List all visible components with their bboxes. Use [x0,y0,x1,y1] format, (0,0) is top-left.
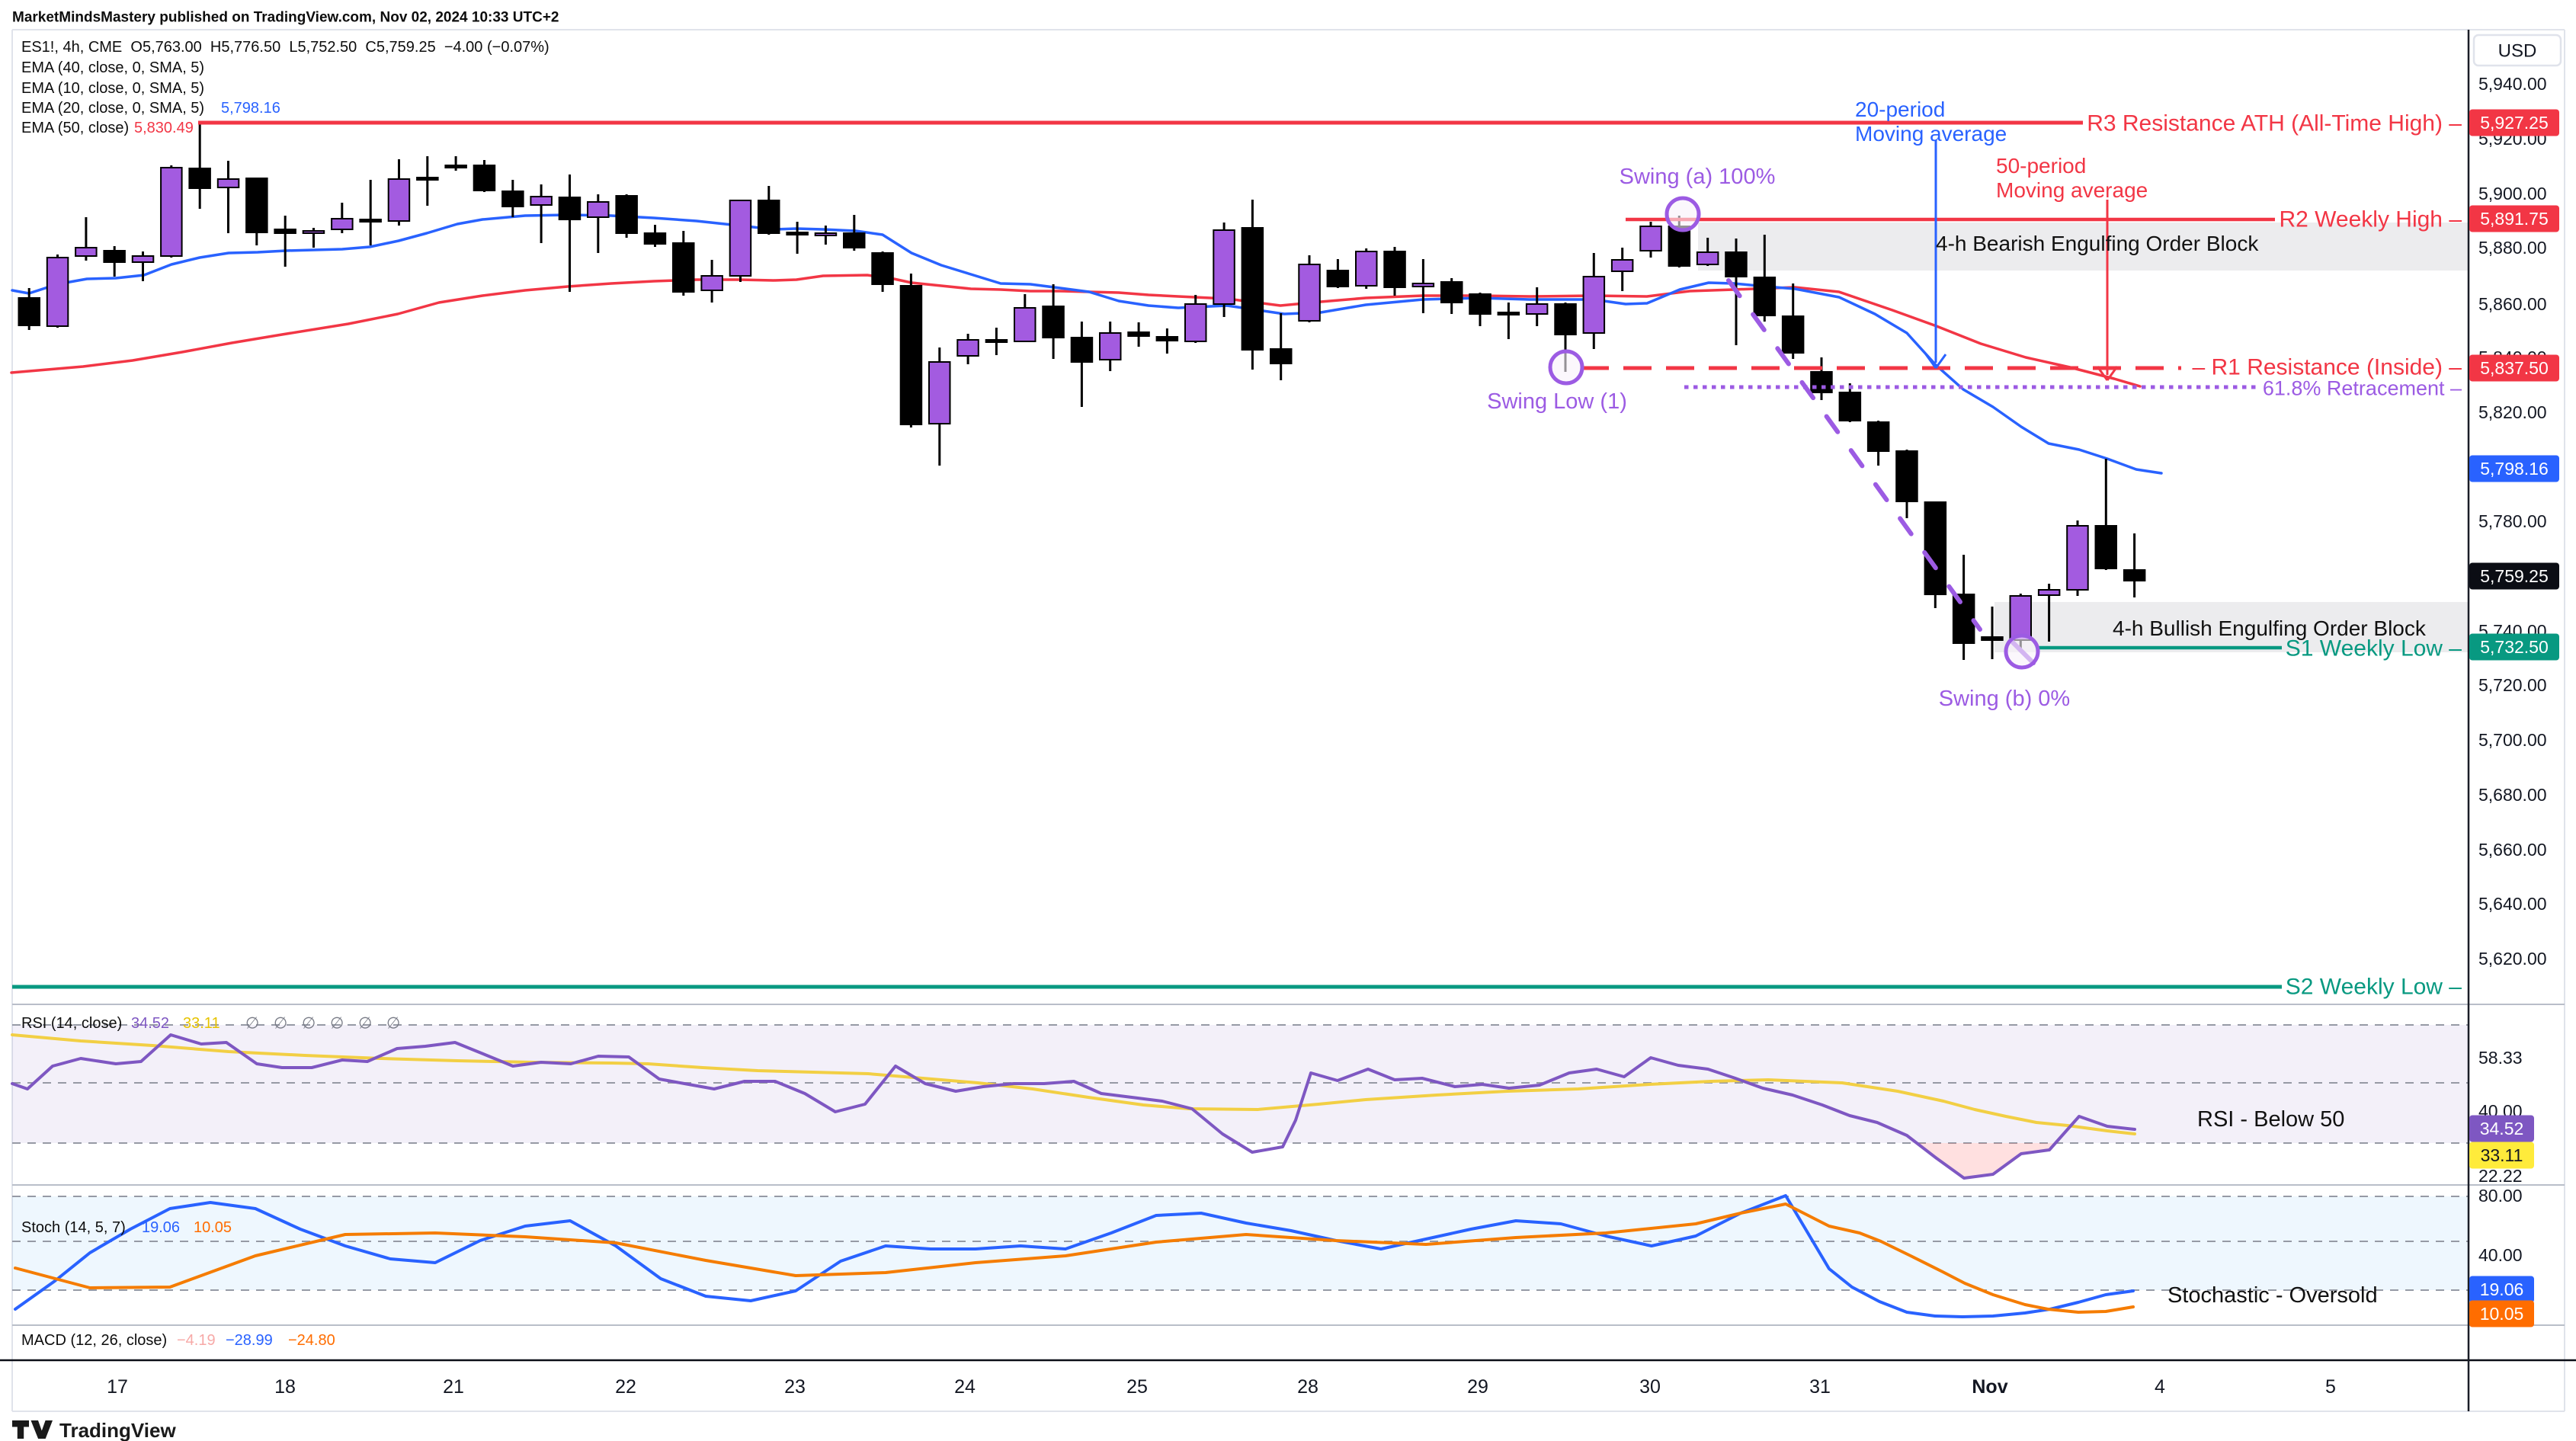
svg-text:5,660.00: 5,660.00 [2478,840,2547,860]
svg-text:5,620.00: 5,620.00 [2478,949,2547,969]
svg-text:MarketMindsMastery published o: MarketMindsMastery published on TradingV… [12,10,559,26]
svg-text:58.33: 58.33 [2478,1048,2523,1068]
svg-text:34.52: 34.52 [2480,1119,2524,1138]
svg-text:5,732.50: 5,732.50 [2480,637,2549,657]
svg-text:19.06: 19.06 [2480,1279,2524,1299]
svg-text:5,820.00: 5,820.00 [2478,402,2547,422]
svg-text:Swing (a) 100%: Swing (a) 100% [1620,165,1776,189]
svg-text:19.06: 19.06 [142,1219,180,1236]
svg-text:Moving average: Moving average [1996,178,2148,202]
svg-text:33.11: 33.11 [2481,1145,2523,1165]
svg-text:4-h Bearish Engulfing Order Bl: 4-h Bearish Engulfing Order Block [1936,232,2259,255]
svg-text:S1 Weekly Low –: S1 Weekly Low – [2286,636,2462,661]
svg-text:30: 30 [1639,1376,1661,1398]
svg-text:Nov: Nov [1972,1376,2007,1398]
svg-text:5,720.00: 5,720.00 [2478,675,2547,695]
svg-text:Stoch (14, 5, 7): Stoch (14, 5, 7) [21,1219,126,1236]
svg-text:5,880.00: 5,880.00 [2478,238,2547,258]
svg-text:61.8% Retracement –: 61.8% Retracement – [2263,377,2462,400]
svg-text:80.00: 80.00 [2478,1186,2523,1206]
svg-text:33.11: 33.11 [183,1015,220,1032]
svg-text:5,837.50: 5,837.50 [2480,358,2549,378]
svg-text:R3 Resistance ATH (All-Time Hi: R3 Resistance ATH (All-Time High) – [2087,111,2462,136]
svg-text:40.00: 40.00 [2478,1245,2523,1265]
svg-text:Stochastic - Oversold: Stochastic - Oversold [2167,1283,2378,1308]
svg-text:∅: ∅ [386,1014,400,1032]
svg-text:28: 28 [1297,1376,1318,1398]
svg-text:5,759.25: 5,759.25 [2480,566,2549,586]
svg-text:RSI (14, close): RSI (14, close) [21,1015,122,1032]
svg-text:34.52: 34.52 [131,1015,169,1032]
svg-text:25: 25 [1126,1376,1148,1398]
svg-text:−24.80: −24.80 [288,1332,335,1349]
svg-text:TradingView: TradingView [59,1419,176,1441]
svg-text:29: 29 [1467,1376,1488,1398]
svg-text:ES1!, 4h, CME O5,763.00 H5,7: ES1!, 4h, CME O5,763.00 H5,776.50 L5,752… [21,39,549,56]
svg-text:RSI - Below 50: RSI - Below 50 [2197,1107,2344,1132]
svg-text:USD: USD [2498,40,2537,61]
svg-text:23: 23 [784,1376,806,1398]
svg-text:4-h Bullish Engulfing Order Bl: 4-h Bullish Engulfing Order Block [2113,616,2427,640]
svg-text:−28.99: −28.99 [226,1332,273,1349]
svg-text:−4.19: −4.19 [177,1332,216,1349]
svg-text:5,700.00: 5,700.00 [2478,730,2547,750]
svg-text:5,798.16: 5,798.16 [221,100,280,117]
svg-text:5,860.00: 5,860.00 [2478,294,2547,314]
svg-text:EMA (40, close, 0, SMA, 5): EMA (40, close, 0, SMA, 5) [21,59,204,76]
svg-text:5,891.75: 5,891.75 [2480,209,2549,229]
svg-text:EMA (50, close): EMA (50, close) [21,120,129,136]
svg-text:5,640.00: 5,640.00 [2478,894,2547,914]
svg-text:– R1 Resistance (Inside) –: – R1 Resistance (Inside) – [2193,355,2462,380]
svg-text:Moving average: Moving average [1855,122,2007,146]
svg-text:EMA (10, close, 0, SMA, 5): EMA (10, close, 0, SMA, 5) [21,80,204,97]
svg-text:22.22: 22.22 [2478,1166,2523,1186]
svg-text:5,780.00: 5,780.00 [2478,511,2547,531]
svg-text:24: 24 [954,1376,976,1398]
svg-text:50-period: 50-period [1996,154,2086,178]
svg-text:10.05: 10.05 [2480,1304,2524,1324]
svg-text:4: 4 [2155,1376,2165,1398]
svg-text:5,900.00: 5,900.00 [2478,184,2547,203]
svg-text:5,940.00: 5,940.00 [2478,74,2547,94]
svg-text:Swing (b) 0%: Swing (b) 0% [1939,687,2070,711]
svg-text:∅: ∅ [358,1014,372,1032]
svg-text:17: 17 [107,1376,128,1398]
svg-text:EMA (20, close, 0, SMA, 5): EMA (20, close, 0, SMA, 5) [21,100,204,117]
svg-text:∅: ∅ [245,1014,259,1032]
svg-text:5,680.00: 5,680.00 [2478,785,2547,805]
svg-text:∅: ∅ [302,1014,316,1032]
svg-text:5,830.49: 5,830.49 [134,120,194,136]
svg-text:R2 Weekly High –: R2 Weekly High – [2279,207,2462,232]
svg-text:5,798.16: 5,798.16 [2480,459,2549,479]
svg-text:31: 31 [1809,1376,1831,1398]
svg-text:MACD (12, 26, close): MACD (12, 26, close) [21,1332,167,1349]
svg-text:22: 22 [615,1376,636,1398]
svg-text:18: 18 [274,1376,296,1398]
svg-text:21: 21 [443,1376,464,1398]
svg-text:Swing Low (1): Swing Low (1) [1487,389,1627,414]
svg-text:5: 5 [2325,1376,2336,1398]
svg-text:5,927.25: 5,927.25 [2480,113,2549,133]
svg-text:10.05: 10.05 [194,1219,232,1236]
svg-text:20-period: 20-period [1855,98,1945,121]
svg-text:∅: ∅ [330,1014,344,1032]
svg-text:∅: ∅ [274,1014,287,1032]
svg-text:S2 Weekly Low –: S2 Weekly Low – [2286,975,2462,1000]
